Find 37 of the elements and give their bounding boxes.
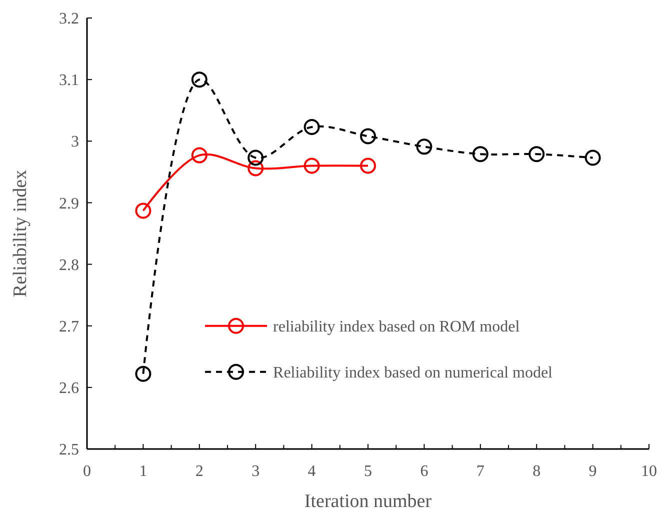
x-tick-label: 1 (139, 463, 148, 480)
x-tick-label: 7 (476, 463, 484, 480)
point (135, 202, 152, 219)
y-tick-label: 3.1 (59, 72, 79, 90)
y-tick-label: 3.2 (59, 10, 79, 28)
x-tick-label: 3 (252, 463, 260, 480)
point (191, 72, 208, 88)
x-tick-label: 5 (364, 463, 372, 480)
x-tick-label: 9 (588, 463, 597, 480)
legend-label: Reliability index based on numerical model (273, 364, 554, 382)
point (135, 366, 152, 382)
point (360, 158, 376, 174)
x-tick-label: 2 (195, 463, 204, 480)
point (472, 146, 488, 162)
point (191, 147, 208, 164)
x-tick-label: 4 (308, 463, 316, 480)
x-tick-label: 8 (532, 463, 541, 480)
point (248, 150, 264, 166)
y-axis-title: Reliability index (10, 169, 31, 298)
y-tick-label: 3 (71, 134, 79, 151)
point (584, 150, 601, 166)
point (416, 138, 432, 155)
legend-label: reliability index based on ROM model (273, 318, 520, 336)
x-tick-label: 10 (641, 463, 657, 480)
point (528, 146, 545, 162)
x-axis-title: Iteration number (304, 491, 432, 512)
point (304, 118, 320, 135)
y-tick-label: 2.6 (59, 380, 79, 398)
y-tick-label: 2.5 (59, 442, 79, 459)
y-tick-label: 2.9 (59, 195, 79, 212)
y-tick-label: 2.8 (59, 256, 79, 274)
point (304, 158, 320, 174)
point (360, 128, 376, 144)
x-tick-label: 6 (420, 463, 428, 480)
point (248, 160, 264, 176)
x-tick-label: 0 (83, 463, 91, 480)
y-tick-label: 2.7 (59, 318, 79, 336)
